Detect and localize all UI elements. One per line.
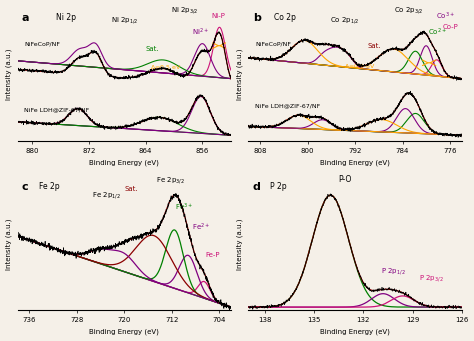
Text: Fe-P: Fe-P — [205, 252, 220, 258]
Text: NiFe LDH@ZIF-67/NF: NiFe LDH@ZIF-67/NF — [24, 107, 89, 113]
Y-axis label: Intensity (a.u.): Intensity (a.u.) — [237, 49, 243, 100]
Y-axis label: Intensity (a.u.): Intensity (a.u.) — [6, 218, 12, 270]
Y-axis label: Intensity (a.u.): Intensity (a.u.) — [6, 49, 12, 100]
Text: Ni-P: Ni-P — [212, 13, 226, 19]
Text: P 2p$_{1/2}$: P 2p$_{1/2}$ — [381, 266, 405, 277]
Text: Co$^{3+}$: Co$^{3+}$ — [436, 11, 455, 22]
Text: d: d — [253, 182, 261, 192]
Text: Fe 2p$_{3/2}$: Fe 2p$_{3/2}$ — [156, 175, 185, 186]
X-axis label: Binding Energy (eV): Binding Energy (eV) — [89, 329, 159, 336]
Text: Fe 2p$_{1/2}$: Fe 2p$_{1/2}$ — [92, 191, 121, 202]
Y-axis label: Intensity (a.u.): Intensity (a.u.) — [237, 218, 243, 270]
Text: Ni 2p$_{1/2}$: Ni 2p$_{1/2}$ — [111, 15, 139, 26]
Text: Co 2p$_{1/2}$: Co 2p$_{1/2}$ — [329, 15, 359, 26]
Text: Fe 2p: Fe 2p — [39, 182, 60, 191]
Text: Sat.: Sat. — [368, 43, 382, 49]
Text: b: b — [253, 13, 261, 23]
Text: Co 2p: Co 2p — [274, 13, 296, 22]
Text: Ni 2p$_{3/2}$: Ni 2p$_{3/2}$ — [171, 6, 199, 16]
Text: Fe$^{3+}$: Fe$^{3+}$ — [175, 202, 193, 213]
Text: Ni$^{2+}$: Ni$^{2+}$ — [192, 26, 210, 38]
Text: Ni 2p: Ni 2p — [56, 13, 76, 22]
Text: Fe$^{2+}$: Fe$^{2+}$ — [192, 222, 210, 233]
Text: P-O: P-O — [338, 175, 351, 184]
X-axis label: Binding Energy (eV): Binding Energy (eV) — [320, 329, 390, 336]
X-axis label: Binding Energy (eV): Binding Energy (eV) — [320, 160, 390, 166]
Text: a: a — [22, 13, 29, 23]
Text: $\Delta$=0.5 eV: $\Delta$=0.5 eV — [345, 62, 376, 70]
Text: Co 2p$_{3/2}$: Co 2p$_{3/2}$ — [393, 6, 423, 16]
X-axis label: Binding Energy (eV): Binding Energy (eV) — [89, 160, 159, 166]
Text: NiFe LDH@ZIF-67/NF: NiFe LDH@ZIF-67/NF — [255, 104, 320, 108]
Text: Co-P: Co-P — [443, 24, 458, 30]
Text: Co$^{2+}$: Co$^{2+}$ — [428, 26, 447, 38]
Text: NiFeCoP/NF: NiFeCoP/NF — [255, 42, 291, 47]
Text: c: c — [22, 182, 28, 192]
Text: P 2p$_{3/2}$: P 2p$_{3/2}$ — [419, 274, 444, 284]
Text: NiFeCoP/NF: NiFeCoP/NF — [24, 42, 60, 47]
Text: Sat.: Sat. — [124, 186, 138, 192]
Text: P 2p: P 2p — [270, 182, 286, 191]
Text: Sat.: Sat. — [146, 46, 159, 52]
Text: $\Delta$=0.5 eV: $\Delta$=0.5 eV — [150, 63, 182, 71]
